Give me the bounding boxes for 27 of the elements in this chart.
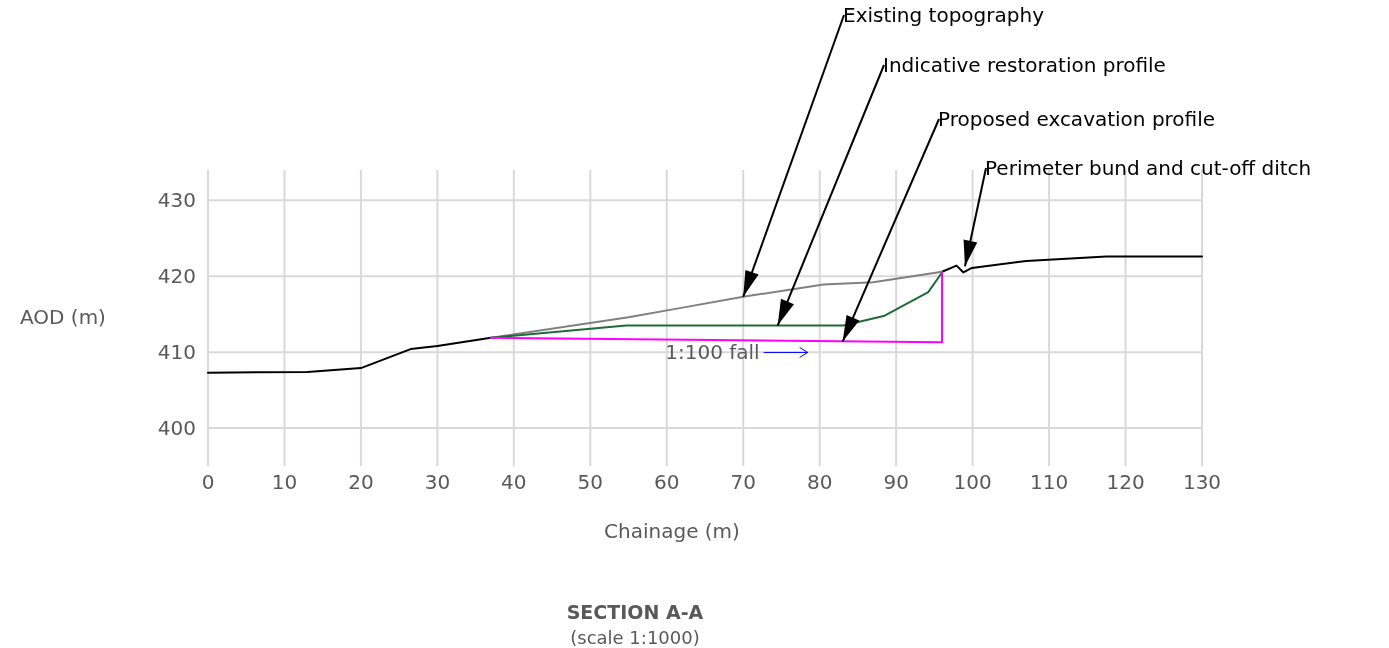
x-tick-label: 20 xyxy=(348,470,374,494)
text: (scale 1:1000) xyxy=(570,627,700,648)
y-tick-label: 400 xyxy=(157,416,196,441)
annotation: Proposed excavation profile xyxy=(938,107,1216,131)
x-tick-label: 130 xyxy=(1182,470,1222,494)
x-tick-label: 50 xyxy=(577,470,604,494)
x-tick-label: 60 xyxy=(654,470,680,494)
x-tick-label: 70 xyxy=(730,470,756,494)
y-tick-label: 410 xyxy=(157,340,196,365)
annotation: Perimeter bund and cut-off ditch xyxy=(985,156,1312,180)
x-tick-label: 100 xyxy=(953,470,992,494)
x-tick-label: 10 xyxy=(271,470,298,494)
x-tick-label: 90 xyxy=(883,470,909,494)
annotation: Indicative restoration profile xyxy=(883,53,1166,77)
text: SECTION A-A xyxy=(566,601,704,623)
x-tick-label: 40 xyxy=(501,470,527,494)
annotation: Existing topography xyxy=(843,3,1045,27)
x-tick-label: 80 xyxy=(806,470,833,494)
x-axis-title: Chainage (m) xyxy=(604,519,740,543)
x-tick-label: 0 xyxy=(201,470,215,494)
annotation: 1:100 fall xyxy=(665,340,760,365)
x-tick-label: 120 xyxy=(1106,470,1145,494)
x-tick-label: 30 xyxy=(424,470,451,494)
y-tick-label: 420 xyxy=(157,264,196,289)
x-tick-label: 110 xyxy=(1029,470,1069,494)
y-tick-label: 430 xyxy=(157,188,196,213)
y-axis-title: AOD (m) xyxy=(20,305,106,329)
